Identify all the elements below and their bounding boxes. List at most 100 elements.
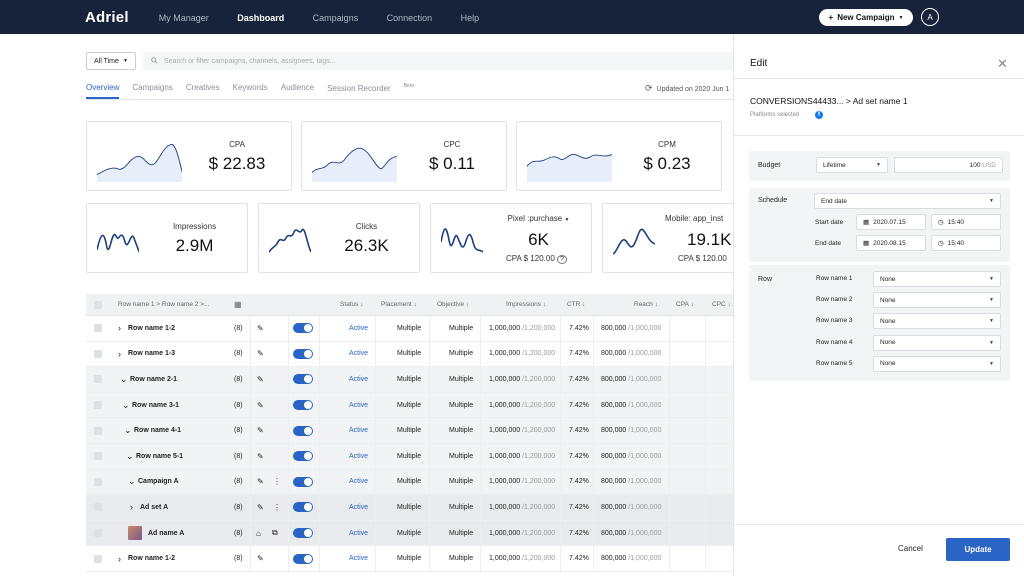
row-checkbox[interactable] [94,349,102,358]
close-icon[interactable]: ✕ [997,56,1008,71]
row-checkbox[interactable] [94,324,102,333]
col-cpa-header[interactable]: CPA ↓ [676,301,694,308]
start-time-input[interactable]: ◷ 15:40 [931,214,1001,230]
table-row[interactable]: › Row name 1-2 (8) ✎ Active Multiple Mult… [86,316,733,342]
time-filter-select[interactable]: All Time ▼ [86,52,136,70]
row-checkbox[interactable] [94,554,102,563]
metric-card-mobile-app-install[interactable]: Mobile: app_inst 19.1K CPA $ 120.00 [602,203,733,273]
metric-card-pixel-purchase[interactable]: Pixel :purchase ▼ 6K CPA $ 120.00 ? [430,203,592,273]
edit-icon[interactable]: ✎ [257,400,264,410]
expand-chevron-icon[interactable]: ⌄ [124,425,132,436]
tab-keywords[interactable]: Keywords [232,83,268,92]
table-row[interactable]: Ad name A (8) ⌂ ⧉ Active Multiple Multipl… [86,520,733,547]
expand-chevron-icon[interactable]: › [118,323,121,334]
row-name-cell[interactable]: ⌄ Row name 3-1 [122,393,179,418]
status-toggle[interactable] [293,323,313,334]
edit-icon[interactable]: ✎ [257,349,264,359]
table-row[interactable]: ⌄ Row name 4-1 (8) ✎ Active Multiple Mult… [86,418,733,444]
col-cpc-header[interactable]: CPC ↓ [712,301,731,308]
status-toggle[interactable] [293,374,313,385]
end-date-input[interactable]: ▦ 2020.08.15 [856,235,926,251]
row-checkbox[interactable] [94,529,102,538]
tab-audience[interactable]: Audience [280,83,315,92]
expand-chevron-icon[interactable]: › [130,502,133,513]
row-select[interactable]: None ▼ [873,292,1001,309]
row-name-cell[interactable]: Ad name A [118,521,184,546]
table-row[interactable]: ⌄ Row name 2-1 (8) ✎ Active Multiple Mult… [86,367,733,393]
row-name-cell[interactable]: › Row name 1-2 [118,316,175,341]
end-time-input[interactable]: ◷ 15:40 [931,235,1001,251]
status-toggle[interactable] [293,502,313,513]
metric-card-impressions[interactable]: Impressions 2.9M [86,203,248,273]
table-row[interactable]: › Row name 1-2 (8) ✎ Active Multiple Mult… [86,546,733,572]
row-select[interactable]: None ▼ [873,355,1001,372]
tab-creatives[interactable]: Creatives [185,83,220,92]
cancel-button[interactable]: Cancel [898,544,923,553]
start-date-input[interactable]: ▦ 2020.07.15 [856,214,926,230]
select-all-checkbox[interactable] [94,300,102,309]
nav-connection[interactable]: Connection [386,13,433,23]
tab-overview[interactable]: Overview [86,83,120,99]
status-toggle[interactable] [293,400,313,411]
avatar[interactable]: A [921,8,939,26]
row-checkbox[interactable] [94,477,102,486]
nav-campaigns[interactable]: Campaigns [312,13,359,23]
table-row[interactable]: ⌄ Campaign A (8) ✎ ⋮ Active Multiple Multi… [86,469,733,496]
edit-icon[interactable]: ✎ [257,502,264,512]
expand-chevron-icon[interactable]: ⌄ [120,373,128,384]
more-options-icon[interactable]: ⋮ [273,477,281,487]
expand-chevron-icon[interactable]: ⌄ [122,399,130,410]
row-checkbox[interactable] [94,401,102,410]
schedule-type-select[interactable]: End date ▼ [814,193,1001,209]
refresh-icon[interactable]: ⟳ [645,83,653,93]
info-icon[interactable]: ? [557,255,567,264]
nav-help[interactable]: Help [460,13,480,23]
row-name-cell[interactable]: ⌄ Row name 2-1 [120,367,177,392]
status-toggle[interactable] [293,451,313,462]
budget-type-select[interactable]: Lifetime ▼ [816,157,888,173]
row-name-cell[interactable]: ⌄ Row name 4-1 [124,418,181,443]
nav-dashboard[interactable]: Dashboard [237,13,285,23]
status-toggle[interactable] [293,528,313,539]
adriel-logo[interactable]: Adriel [85,8,129,26]
search-input[interactable]: Search or filter campaigns, channels, as… [143,52,733,70]
row-checkbox[interactable] [94,503,102,512]
row-name-cell[interactable]: ⌄ Campaign A [128,470,179,495]
col-name-header[interactable]: Row name 1 > Row name 2 >... [118,301,210,308]
col-impressions-header[interactable]: Impressions ↓ [506,301,547,308]
table-row[interactable]: › Row name 1-3 (8) ✎ Active Multiple Mult… [86,341,733,368]
row-select[interactable]: None ▼ [873,313,1001,330]
row-select[interactable]: None ▼ [873,271,1001,287]
status-toggle[interactable] [293,348,313,359]
table-row[interactable]: ⌄ Row name 5-1 (8) ✎ Active Multiple Mult… [86,443,733,470]
status-toggle[interactable] [293,553,313,564]
tab-campaigns[interactable]: Campaigns [132,83,173,92]
tab-session-recorder[interactable]: Session Recorder Beta [327,83,414,99]
table-row[interactable]: › Ad set A (8) ✎ ⋮ Active Multiple Multipl… [86,495,733,521]
status-toggle[interactable] [293,425,313,436]
metric-card-cpa[interactable]: CPA $ 22.83 [86,121,292,191]
col-objective-header[interactable]: Objective ↓ [437,301,470,308]
more-options-icon[interactable]: ⋮ [273,502,281,512]
row-name-cell[interactable]: › Row name 1-3 [118,342,175,367]
budget-amount-input[interactable]: 100 USD [894,157,1003,173]
col-ctr-header[interactable]: CTR ↓ [567,301,586,308]
external-link-icon[interactable]: ⧉ [272,528,278,538]
edit-icon[interactable]: ✎ [257,451,264,461]
calendar-icon[interactable]: ▦ [234,300,242,309]
expand-chevron-icon[interactable]: ⌄ [126,450,134,461]
status-toggle[interactable] [293,476,313,487]
row-checkbox[interactable] [94,426,102,435]
new-campaign-button[interactable]: + New Campaign ▼ [819,9,913,26]
caret-down-icon[interactable]: ▼ [564,217,570,223]
nav-my-manager[interactable]: My Manager [158,13,209,23]
col-status-header[interactable]: Status ↓ [340,301,364,308]
expand-chevron-icon[interactable]: › [118,348,121,359]
row-name-cell[interactable]: › Ad set A [130,495,168,520]
edit-icon[interactable]: ✎ [257,426,264,436]
row-select[interactable]: None ▼ [873,334,1001,351]
edit-icon[interactable]: ✎ [257,323,264,333]
table-row[interactable]: ⌄ Row name 3-1 (8) ✎ Active Multiple Mult… [86,392,733,419]
expand-chevron-icon[interactable]: › [118,553,121,564]
edit-icon[interactable]: ✎ [257,477,264,487]
